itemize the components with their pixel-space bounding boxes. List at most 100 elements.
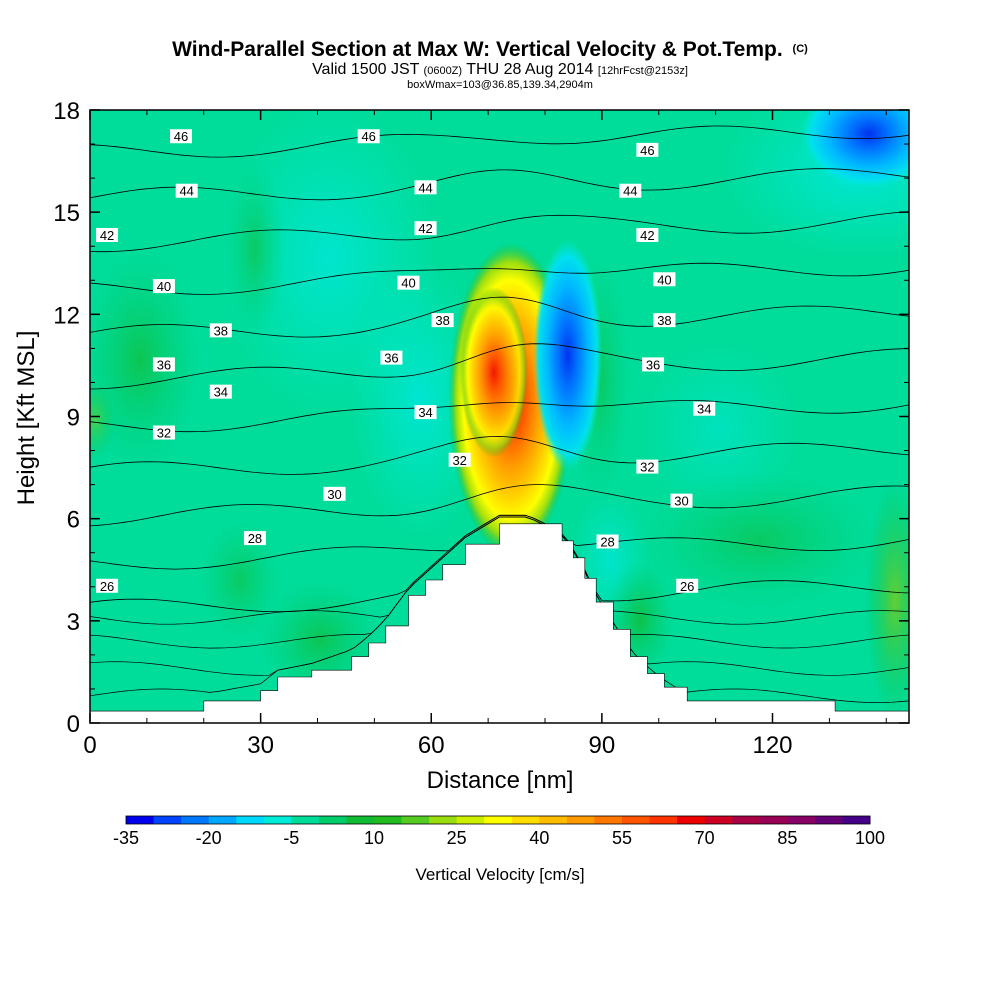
isentrope-label-text: 26 xyxy=(680,579,694,594)
isentrope-label-text: 32 xyxy=(452,453,466,468)
isentrope-44 xyxy=(90,168,909,201)
colorbar-swatch xyxy=(649,816,678,824)
isentrope-label: 40 xyxy=(397,275,420,291)
isentrope-label-text: 34 xyxy=(418,405,432,420)
y-tick-label: 12 xyxy=(53,302,80,329)
isentrope-label-text: 26 xyxy=(100,579,114,594)
x-tick-label: 0 xyxy=(83,732,96,759)
isentrope-label-text: 32 xyxy=(157,426,171,441)
terrain-mask xyxy=(90,523,909,723)
isentrope-label: 44 xyxy=(414,180,437,195)
isentrope-label-text: 40 xyxy=(157,279,171,294)
colorbar-swatch xyxy=(787,816,816,824)
colorbar-swatch xyxy=(814,816,843,824)
isentrope-label-text: 46 xyxy=(640,143,654,158)
isentrope-label-text: 30 xyxy=(674,494,688,509)
isentrope-label: 38 xyxy=(431,313,454,328)
isentrope-label: 46 xyxy=(170,129,192,144)
isentrope-label: 32 xyxy=(448,452,471,468)
isentrope-label-text: 28 xyxy=(600,535,614,550)
colorbar-swatch xyxy=(126,816,155,824)
isentrope-label: 42 xyxy=(636,228,659,243)
isentrope-label: 36 xyxy=(642,357,665,372)
colorbar-swatch xyxy=(291,816,320,824)
isentrope-label-text: 44 xyxy=(179,184,193,199)
colorbar-swatch xyxy=(456,816,485,824)
colorbar-tick-label: 10 xyxy=(364,828,384,848)
colorbar-swatch xyxy=(208,816,237,824)
x-tick-label: 30 xyxy=(247,732,274,759)
y-tick-label: 0 xyxy=(67,711,80,738)
isentrope-label: 26 xyxy=(676,578,699,594)
y-tick-label: 6 xyxy=(67,507,80,534)
updraft-inner xyxy=(459,287,528,458)
isentrope-label-text: 40 xyxy=(401,276,415,291)
isentrope-label: 32 xyxy=(636,459,659,475)
isentrope-label: 36 xyxy=(152,357,175,372)
isentrope-label-text: 46 xyxy=(361,129,375,144)
isentrope-label: 34 xyxy=(693,401,716,417)
isentrope-label-text: 44 xyxy=(418,180,432,195)
isentrope-label-text: 36 xyxy=(646,357,660,372)
isentrope-label-text: 38 xyxy=(657,313,671,328)
colorbar-swatch xyxy=(263,816,292,824)
colorbar-swatch xyxy=(566,816,595,824)
y-tick-label: 18 xyxy=(53,98,80,125)
colorbar-swatch xyxy=(842,816,871,824)
isentrope-label-text: 34 xyxy=(697,402,711,417)
colorbar-swatch xyxy=(346,816,375,824)
isentrope-42 xyxy=(90,211,909,253)
colorbar-tick-label: 100 xyxy=(855,828,885,848)
y-tick-label: 15 xyxy=(53,200,80,227)
colorbar-tick-labels: -35 -20 -5 10 25 40 55 70 85 100 xyxy=(113,828,885,848)
y-axis-label: Height [Kft MSL] xyxy=(13,331,40,506)
colorbar-swatch xyxy=(429,816,458,824)
isentrope-label: 38 xyxy=(209,323,232,338)
isentrope-label: 44 xyxy=(175,183,198,199)
colorbar-tick-label: -20 xyxy=(196,828,222,848)
low-level-isentrope xyxy=(90,516,909,625)
colorbar-swatch xyxy=(759,816,788,824)
isentrope-32 xyxy=(90,435,909,475)
isentrope-label-text: 36 xyxy=(157,357,171,372)
isentrope-label: 26 xyxy=(96,578,119,594)
colorbar-swatch xyxy=(594,816,623,824)
isentrope-label: 30 xyxy=(323,486,346,502)
colorbar-swatch xyxy=(732,816,761,824)
copyright-mark: (C) xyxy=(793,43,809,55)
colorbar-swatch xyxy=(181,816,210,824)
y-tick-label: 3 xyxy=(67,609,80,636)
isentrope-label: 30 xyxy=(670,493,693,509)
colorbar-swatch xyxy=(484,816,513,824)
isentrope-label: 40 xyxy=(152,279,175,294)
isentrope-label: 38 xyxy=(653,313,676,328)
colorbar-tick-label: -5 xyxy=(283,828,299,848)
colorbar-swatch xyxy=(539,816,568,824)
isentrope-label: 34 xyxy=(209,384,232,400)
isentrope-40 xyxy=(90,262,909,295)
isentrope-label: 40 xyxy=(653,272,676,287)
chart-subtitle: Valid 1500 JST (0600Z) THU 28 Aug 2014 [… xyxy=(312,61,688,78)
isentrope-label-text: 38 xyxy=(435,313,449,328)
colorbar-tick-label: -35 xyxy=(113,828,139,848)
plot-area: 46 46 46 44 44 44 42 42 42 40 40 40 38 38 38 36 36 36 34 34… xyxy=(90,110,909,723)
isentrope-layer xyxy=(90,125,909,703)
colorbar-swatch xyxy=(318,816,347,824)
x-tick-label: 60 xyxy=(418,732,445,759)
isentrope-label-text: 34 xyxy=(214,385,228,400)
colorbar-tick-label: 70 xyxy=(695,828,715,848)
isentrope-label-text: 38 xyxy=(214,323,228,338)
x-axis: 0 30 60 90 120 xyxy=(83,110,887,759)
x-tick-label: 90 xyxy=(589,732,616,759)
colorbar-tick-label: 40 xyxy=(529,828,549,848)
colorbar-swatch xyxy=(511,816,540,824)
colorbar-title: Vertical Velocity [cm/s] xyxy=(415,865,584,884)
isentrope-label-text: 42 xyxy=(640,228,654,243)
colorbar-tick-label: 55 xyxy=(612,828,632,848)
colorbar-swatch xyxy=(401,816,430,824)
isentrope-label-text: 46 xyxy=(174,129,188,144)
isentrope-label: 28 xyxy=(596,534,619,550)
isentrope-label: 44 xyxy=(619,183,642,199)
colorbar-tick-label: 85 xyxy=(777,828,797,848)
